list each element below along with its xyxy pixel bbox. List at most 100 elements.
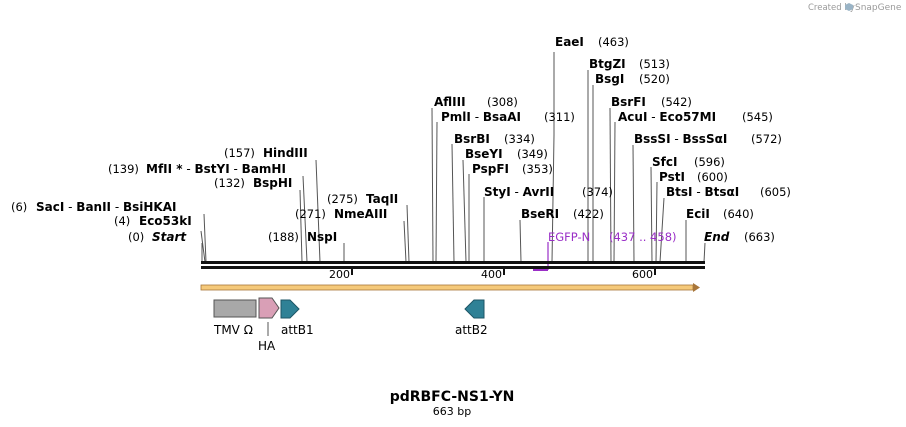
site-nmeaiii-pos: (271): [295, 207, 326, 221]
feature-ha: [258, 297, 280, 336]
site-bsgi-pos: (520): [639, 72, 670, 86]
site-start-name: Start: [152, 230, 187, 244]
site-bsphi-pos: (132): [214, 176, 245, 190]
ruler: 200 400 600: [329, 268, 656, 281]
site-bseri-name: BseRI: [521, 207, 559, 221]
site-sfci-name: SfcI: [652, 155, 677, 169]
site-mfli-sep1: -: [183, 162, 195, 176]
site-btgzi-pos: (513): [639, 57, 670, 71]
site-bseri-pos: (422): [573, 207, 604, 221]
site-styi-sep1: -: [511, 185, 523, 199]
site-eco53ki-pos: (4): [114, 214, 130, 228]
site-start-pos: (0): [128, 230, 144, 244]
site-btsi-sep1: -: [693, 185, 705, 199]
site-pmli-pos: (311): [544, 110, 575, 124]
site-btgzi-name: BtgZI: [589, 57, 626, 71]
site-btsi-pos: (605): [760, 185, 791, 199]
site-bsrfi-pos: (542): [661, 95, 692, 109]
site-bseyi-name: BseYI: [465, 147, 503, 161]
feature-ha-label: HA: [258, 339, 276, 353]
svg-text:AcuI - Eco57MI: AcuI - Eco57MI: [618, 110, 716, 124]
site-acui-sep1: -: [647, 110, 659, 124]
site-eaei-pos: (463): [598, 35, 629, 49]
site-afliii-name: AflIII: [434, 95, 466, 109]
site-btsai-name: BtsαI: [704, 185, 739, 199]
svg-text:BtsI - BtsαI: BtsI - BtsαI: [666, 185, 739, 199]
site-styi-name: StyI: [484, 185, 511, 199]
site-eco53ki-name: Eco53kI: [139, 214, 192, 228]
primer-egfp-n: EGFP-N (437 .. 458): [533, 230, 677, 271]
site-bamhi-name: BamHI: [242, 162, 286, 176]
site-pspfi-name: PspFI: [472, 162, 509, 176]
site-bsrfi-name: BsrFI: [611, 95, 646, 109]
svg-text:PmlI - BsaAI: PmlI - BsaAI: [441, 110, 521, 124]
site-bsphi-name: BspHI: [253, 176, 292, 190]
svg-text:BssSI - BssSαI: BssSI - BssSαI: [634, 132, 727, 146]
site-bsihkai-name: BsiHKAI: [123, 200, 177, 214]
tick-200: 200: [329, 268, 350, 281]
feature-tmv-label: TMV Ω: [213, 323, 253, 337]
site-sfci-pos: (596): [694, 155, 725, 169]
svg-text:SacI - BanII - BsiHKAI: SacI - BanII - BsiHKAI: [36, 200, 176, 214]
site-bsrbi-name: BsrBI: [454, 132, 490, 146]
site-bsssi-name: BssSI: [634, 132, 671, 146]
svg-text:StyI - AvrII: StyI - AvrII: [484, 185, 554, 199]
site-psti-pos: (600): [697, 170, 728, 184]
tick-600: 600: [632, 268, 653, 281]
site-bseyi-pos: (349): [517, 147, 548, 161]
sequence-backbone: [201, 261, 705, 269]
site-styi-pos: (374): [582, 185, 613, 199]
site-end-name: End: [704, 230, 730, 244]
site-bsrbi-pos: (334): [504, 132, 535, 146]
plasmid-length: 663 bp: [433, 405, 471, 418]
site-bsgi-name: BsgI: [595, 72, 624, 86]
site-pmli-name: PmlI: [441, 110, 471, 124]
feature-attb1-label: attB1: [281, 323, 314, 337]
site-saci-sep1: -: [64, 200, 76, 214]
site-hindiii-pos: (157): [224, 146, 255, 160]
site-saci-pos: (6): [11, 200, 27, 214]
site-saci-name: SacI: [36, 200, 64, 214]
site-pspfi-pos: (353): [522, 162, 553, 176]
credit-text: Created by: [808, 3, 855, 13]
site-bsssai-name: BssSαI: [683, 132, 728, 146]
primer-range: (437 .. 458): [609, 230, 677, 244]
site-mfli-name: MfII *: [146, 162, 183, 176]
feature-attb1: [280, 299, 300, 319]
site-acui-pos: (545): [742, 110, 773, 124]
plasmid-title: pdRBFC-NS1-YN: [390, 389, 515, 405]
orf-arrow: [200, 283, 700, 292]
site-pmli-sep1: -: [471, 110, 483, 124]
site-taqii-name: TaqII: [366, 192, 398, 206]
site-bstyi-name: BstYI: [195, 162, 230, 176]
feature-tmv: [213, 299, 257, 318]
site-end-pos: (663): [744, 230, 775, 244]
site-eaei-name: EaeI: [555, 35, 584, 49]
tick-400: 400: [481, 268, 502, 281]
site-nspi-pos: (188): [268, 230, 299, 244]
site-nspi-name: NspI: [307, 230, 337, 244]
site-nmeaiii-name: NmeAIII: [334, 207, 387, 221]
site-psti-name: PstI: [659, 170, 685, 184]
site-bsssi-pos: (572): [751, 132, 782, 146]
site-mfli-pos: (139): [108, 162, 139, 176]
site-saci-sep2: -: [111, 200, 123, 214]
primer-name: EGFP-N: [548, 230, 590, 244]
site-bsssi-sep1: -: [671, 132, 683, 146]
credit-brand: SnapGene: [855, 3, 902, 13]
snapgene-logo-icon: [845, 3, 853, 11]
site-eco57mi-name: Eco57MI: [659, 110, 716, 124]
site-taqii-pos: (275): [327, 192, 358, 206]
site-hindiii-name: HindIII: [263, 146, 308, 160]
site-connectors: [200, 52, 706, 263]
site-mfli-sep2: -: [230, 162, 242, 176]
site-acui-name: AcuI: [618, 110, 647, 124]
site-ecii-pos: (640): [723, 207, 754, 221]
feature-attb2: [464, 299, 485, 319]
site-avrii-name: AvrII: [523, 185, 555, 199]
site-bsaai-name: BsaAI: [483, 110, 521, 124]
feature-attb2-label: attB2: [455, 323, 488, 337]
site-banii-name: BanII: [76, 200, 111, 214]
site-btsi-name: BtsI: [666, 185, 693, 199]
